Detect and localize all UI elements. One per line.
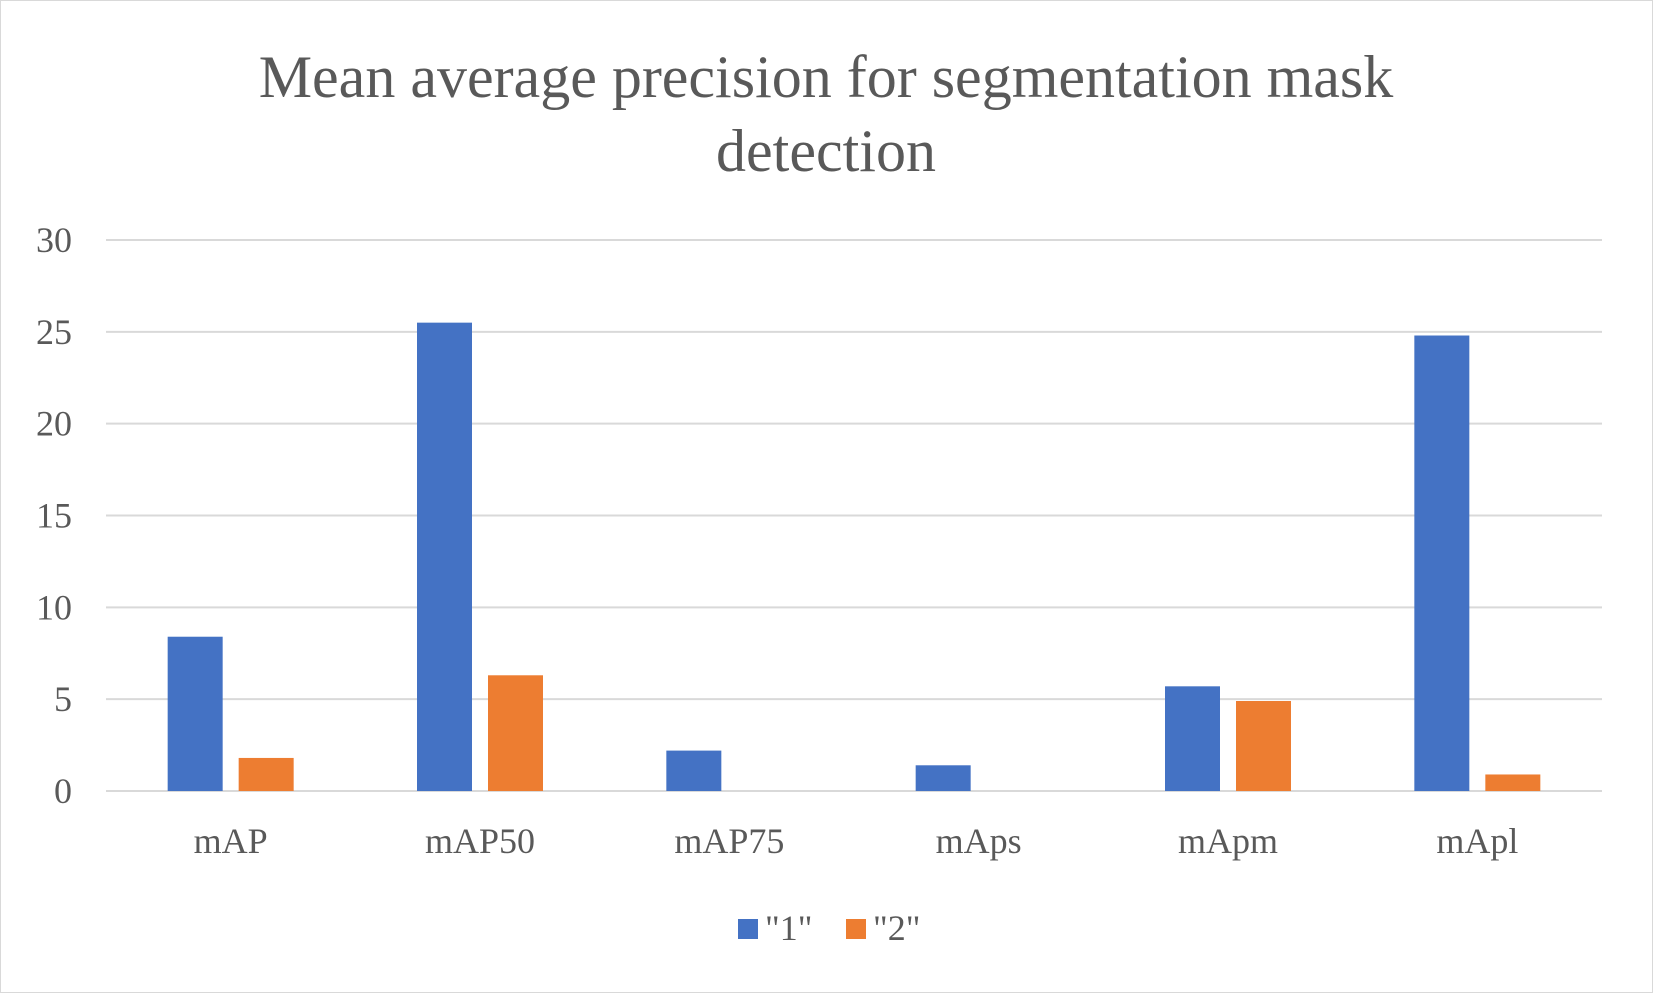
legend-label-series-2: "2" bbox=[873, 908, 920, 948]
bar-mAP50-series-2 bbox=[488, 675, 543, 791]
x-tick-label: mApm bbox=[1178, 821, 1278, 861]
bar-mApl-series-2 bbox=[1485, 774, 1541, 791]
y-tick-label: 20 bbox=[36, 404, 72, 444]
bar-mApl-series-1 bbox=[1414, 335, 1470, 791]
x-tick-label: mAP bbox=[194, 821, 268, 861]
y-axis-tick-labels: 0 5 10 15 20 25 30 bbox=[36, 220, 72, 811]
x-tick-label: mApl bbox=[1436, 821, 1518, 861]
bar-mApm-series-2 bbox=[1236, 701, 1291, 791]
legend: "1" "2" bbox=[738, 908, 920, 948]
bar-mAP-series-2 bbox=[238, 757, 294, 791]
y-tick-label: 0 bbox=[54, 771, 72, 811]
y-tick-label: 10 bbox=[36, 587, 72, 627]
y-tick-label: 5 bbox=[54, 679, 72, 719]
y-tick-label: 25 bbox=[36, 312, 72, 352]
bar-mAP75-series-1 bbox=[666, 750, 722, 791]
chart-title: Mean average precision for segmentation … bbox=[259, 44, 1394, 184]
chart-title-line-2: detection bbox=[716, 118, 936, 184]
chart-title-line-1: Mean average precision for segmentation … bbox=[259, 44, 1394, 110]
x-tick-label: mAP50 bbox=[425, 821, 535, 861]
y-tick-label: 15 bbox=[36, 496, 72, 536]
bar-mAps-series-1 bbox=[915, 765, 971, 791]
x-tick-label: mAP75 bbox=[674, 821, 784, 861]
legend-swatch-series-2 bbox=[846, 919, 866, 939]
bar-mAP50-series-1 bbox=[417, 322, 472, 791]
gridlines bbox=[106, 239, 1602, 792]
bar-mAP-series-1 bbox=[167, 636, 223, 791]
x-axis-tick-labels: mAP mAP50 mAP75 mAps mApm mApl bbox=[194, 821, 1519, 861]
legend-swatch-series-1 bbox=[738, 919, 758, 939]
legend-label-series-1: "1" bbox=[765, 908, 812, 948]
bar-series bbox=[167, 322, 1541, 791]
x-tick-label: mAps bbox=[936, 821, 1022, 861]
bar-mApm-series-1 bbox=[1165, 686, 1220, 791]
y-tick-label: 30 bbox=[36, 220, 72, 260]
